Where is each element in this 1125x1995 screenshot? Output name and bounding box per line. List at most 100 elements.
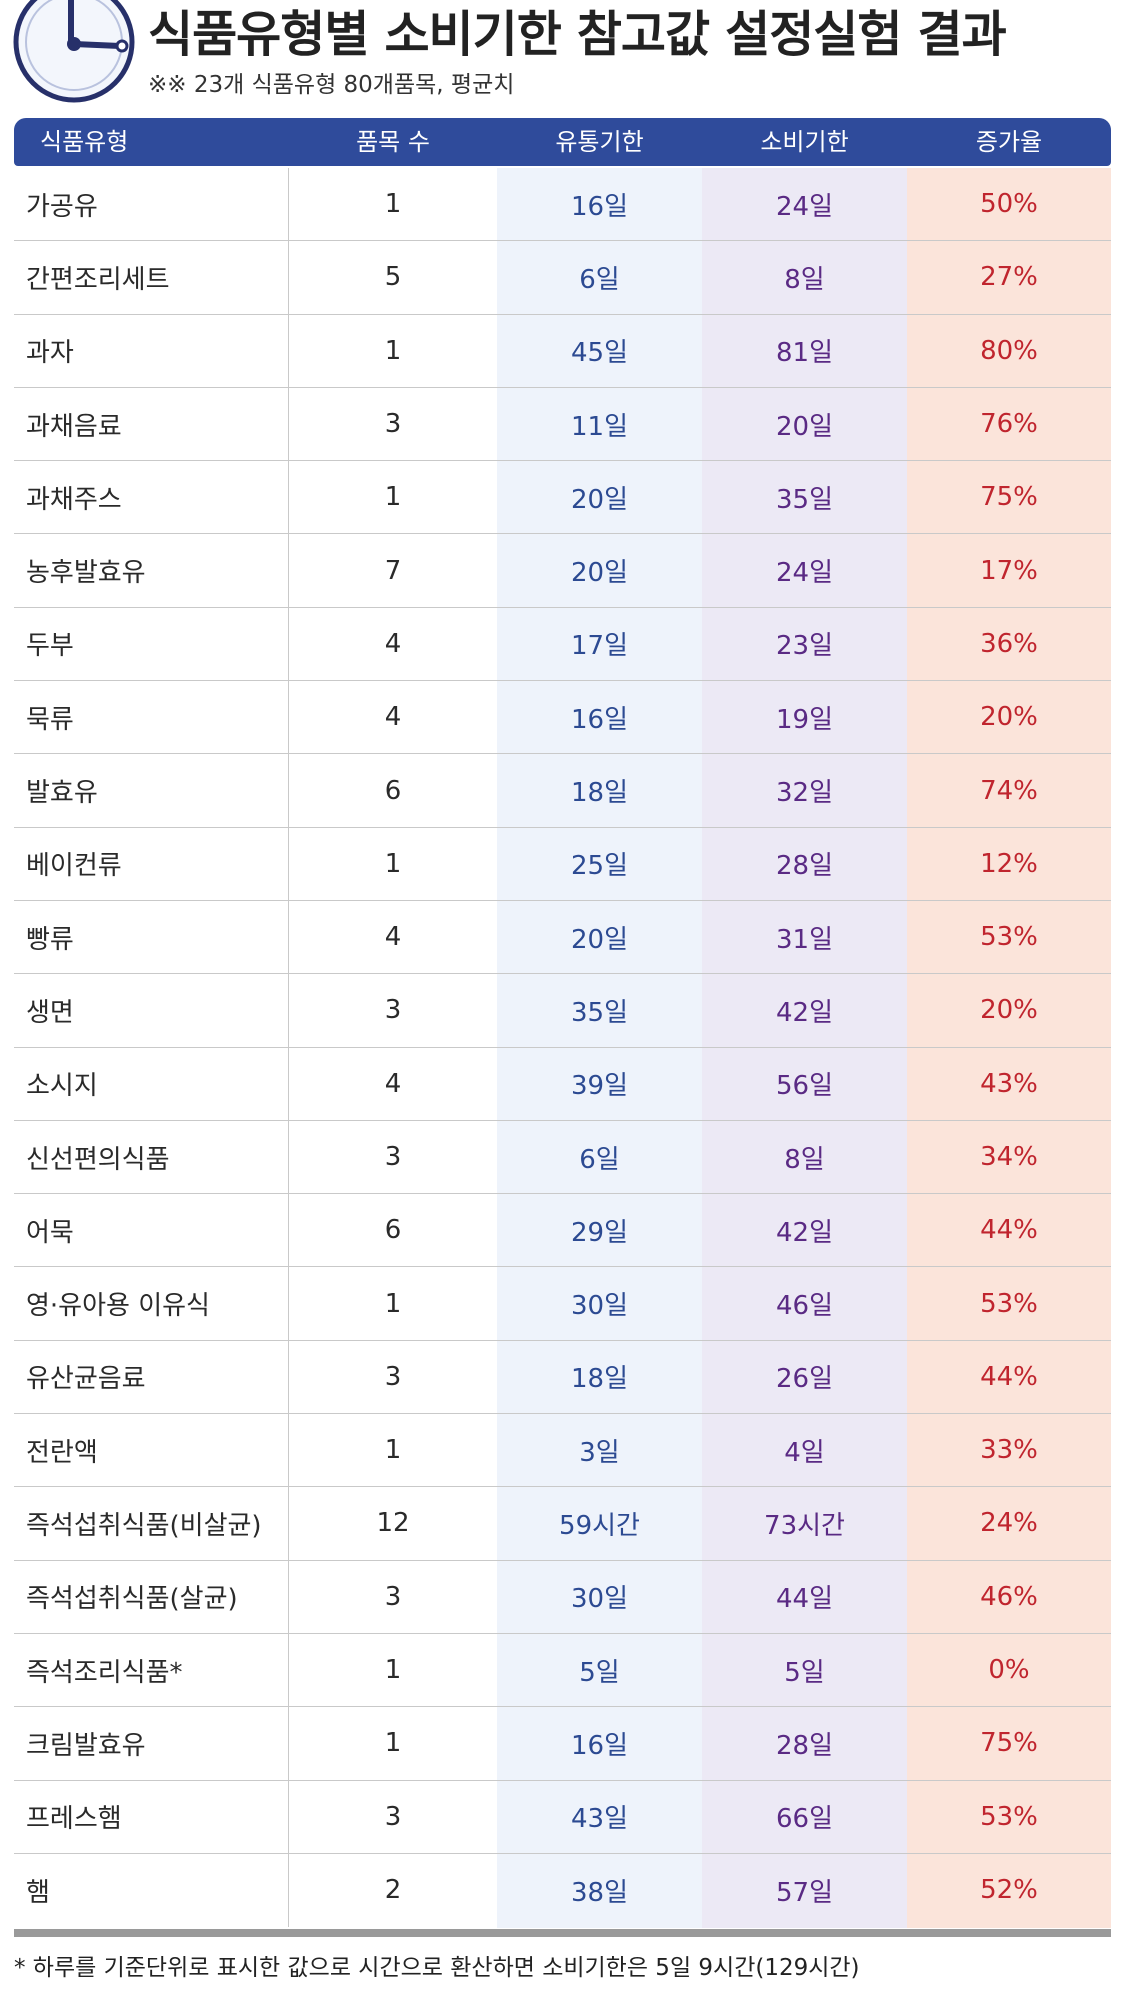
cell-increase-rate: 75%: [980, 1728, 1038, 1759]
cell-food-type: 가공유: [14, 168, 289, 241]
cell-increase-rate: 44%: [980, 1215, 1038, 1246]
cell-use-by: 23일: [775, 631, 833, 662]
cell-use-by: 56일: [775, 1071, 833, 1102]
cell-food-type: 과자: [14, 314, 289, 387]
cell-item-count: 1: [384, 189, 402, 220]
cell-increase-rate: 33%: [980, 1435, 1038, 1466]
table-row: 생면 3 35일 42일 20%: [14, 974, 1111, 1048]
cell-item-count: 3: [384, 995, 402, 1026]
cell-shelf-life: 18일: [570, 1364, 628, 1395]
cell-use-by: 31일: [775, 924, 833, 955]
cell-food-type: 즉석섭취식품(살균): [14, 1560, 289, 1633]
cell-increase-rate: 44%: [980, 1361, 1038, 1392]
cell-increase-rate: 50%: [980, 189, 1038, 220]
table-row: 과채주스 1 20일 35일 75%: [14, 461, 1111, 535]
clock-icon: [12, 0, 137, 105]
cell-increase-rate: 80%: [980, 335, 1038, 366]
cell-food-type: 과채음료: [14, 387, 289, 461]
table-row: 농후발효유 7 20일 24일 17%: [14, 534, 1111, 608]
cell-food-type: 농후발효유: [14, 534, 289, 607]
cell-item-count: 5: [384, 262, 402, 293]
cell-item-count: 4: [384, 628, 402, 659]
header-item-count: 품목 수: [356, 128, 430, 156]
cell-food-type: 두부: [14, 607, 289, 681]
cell-use-by: 24일: [775, 558, 833, 589]
cell-increase-rate: 36%: [980, 628, 1038, 659]
cell-shelf-life: 30일: [570, 1584, 628, 1615]
cell-food-type: 유산균음료: [14, 1340, 289, 1414]
cell-increase-rate: 53%: [980, 1288, 1038, 1319]
cell-item-count: 1: [384, 1728, 402, 1759]
table-row: 영·유아용 이유식 1 30일 46일 53%: [14, 1267, 1111, 1341]
cell-food-type: 묵류: [14, 681, 289, 754]
table-row: 가공유 1 16일 24일 50%: [14, 168, 1111, 242]
cell-shelf-life: 11일: [570, 411, 628, 442]
cell-shelf-life: 43일: [570, 1804, 628, 1835]
cell-food-type: 전란액: [14, 1414, 289, 1487]
cell-increase-rate: 53%: [980, 922, 1038, 953]
cell-food-type: 프레스햄: [14, 1780, 289, 1853]
table-row: 신선편의식품 3 6일 8일 34%: [14, 1120, 1111, 1195]
cell-increase-rate: 24%: [980, 1508, 1038, 1539]
header-shelf-life: 유통기한: [555, 128, 644, 156]
table-row: 과채음료 3 11일 20일 76%: [14, 387, 1111, 462]
use-column-bg: [702, 168, 907, 1928]
cell-use-by: 46일: [775, 1291, 833, 1322]
table-row: 유산균음료 3 18일 26일 44%: [14, 1340, 1111, 1415]
cell-shelf-life: 18일: [570, 778, 628, 809]
table-header: 식품유형 품목 수 유통기한 소비기한 증가율: [14, 118, 1111, 166]
table-row: 과자 1 45일 81일 80%: [14, 314, 1111, 388]
cell-food-type: 어묵: [14, 1194, 289, 1267]
cell-food-type: 생면: [14, 974, 289, 1047]
cell-use-by: 35일: [775, 484, 833, 515]
cell-food-type: 베이컨류: [14, 827, 289, 900]
table-row: 즉석조리식품* 1 5일 5일 0%: [14, 1633, 1111, 1708]
cell-increase-rate: 20%: [980, 702, 1038, 733]
footnote: * 하루를 기준단위로 표시한 값으로 시간으로 환산하면 소비기한은 5일 9…: [14, 1955, 860, 1981]
cell-food-type: 간편조리세트: [14, 241, 289, 314]
cell-item-count: 3: [384, 409, 402, 440]
table-row: 베이컨류 1 25일 28일 12%: [14, 827, 1111, 901]
cell-item-count: 4: [384, 922, 402, 953]
cell-item-count: 1: [384, 848, 402, 879]
table-row: 즉석섭취식품(살균) 3 30일 44일 46%: [14, 1560, 1111, 1634]
table-row: 두부 4 17일 23일 36%: [14, 607, 1111, 682]
cell-increase-rate: 74%: [980, 775, 1038, 806]
cell-use-by: 5일: [784, 1657, 825, 1688]
cell-item-count: 2: [384, 1875, 402, 1906]
cell-shelf-life: 20일: [570, 924, 628, 955]
cell-food-type: 즉석섭취식품(비살균): [14, 1487, 289, 1560]
header-use-by: 소비기한: [760, 128, 849, 156]
cell-shelf-life: 16일: [570, 1730, 628, 1761]
cell-shelf-life: 16일: [570, 704, 628, 735]
cell-increase-rate: 12%: [980, 848, 1038, 879]
table-row: 햄 2 38일 57일 52%: [14, 1853, 1111, 1928]
cell-increase-rate: 20%: [980, 995, 1038, 1026]
cell-item-count: 3: [384, 1801, 402, 1832]
cell-shelf-life: 38일: [570, 1877, 628, 1908]
cell-shelf-life: 39일: [570, 1071, 628, 1102]
cell-shelf-life: 59시간: [559, 1510, 640, 1541]
table-row: 발효유 6 18일 32일 74%: [14, 754, 1111, 828]
cell-item-count: 3: [384, 1142, 402, 1172]
table-row: 간편조리세트 5 6일 8일 27%: [14, 241, 1111, 315]
cell-item-count: 4: [384, 1068, 402, 1099]
cell-item-count: 1: [384, 1435, 402, 1466]
cell-item-count: 1: [384, 1655, 402, 1686]
cell-item-count: 1: [384, 482, 402, 513]
table-row: 묵류 4 16일 19일 20%: [14, 681, 1111, 755]
cell-use-by: 20일: [775, 411, 833, 442]
rate-column-bg: [907, 168, 1111, 1928]
cell-increase-rate: 46%: [980, 1581, 1038, 1612]
page-title: 식품유형별 소비기한 참고값 설정실험 결과: [148, 6, 1007, 63]
table-row: 즉석섭취식품(비살균) 12 59시간 73시간 24%: [14, 1487, 1111, 1561]
cell-item-count: 6: [384, 775, 402, 806]
cell-use-by: 42일: [775, 997, 833, 1028]
cell-item-count: 1: [384, 1288, 402, 1319]
cell-use-by: 19일: [775, 704, 833, 735]
cell-food-type: 과채주스: [14, 461, 289, 534]
cell-shelf-life: 6일: [579, 264, 620, 295]
cell-increase-rate: 53%: [980, 1801, 1038, 1832]
table-row: 크림발효유 1 16일 28일 75%: [14, 1707, 1111, 1781]
table-row: 어묵 6 29일 42일 44%: [14, 1194, 1111, 1268]
